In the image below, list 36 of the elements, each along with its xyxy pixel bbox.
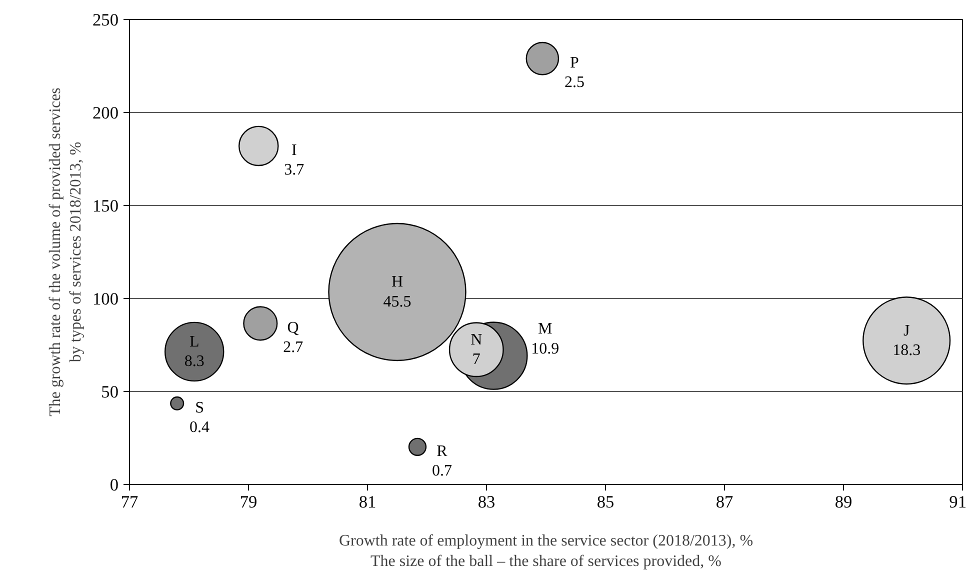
y-tick-label: 200	[92, 104, 119, 122]
series-label: R	[436, 442, 448, 460]
y-tick-label: 50	[101, 382, 118, 402]
series-label: I	[291, 142, 297, 159]
series-label: M	[538, 320, 552, 338]
x-tick-label: 79	[240, 492, 258, 512]
series-label: L	[189, 333, 200, 350]
x-tick-label: 89	[834, 492, 852, 512]
data-label: 0.4	[190, 418, 210, 436]
data-label: 3.7	[284, 162, 304, 179]
data-label: 2.5	[564, 74, 584, 92]
x-tick-label: 91	[949, 492, 966, 512]
series-label: H	[391, 274, 404, 291]
y-tick-label: 250	[92, 10, 119, 30]
series-label: J	[903, 322, 910, 340]
data-label: 7	[472, 350, 480, 368]
x-tick-label: 83	[478, 492, 496, 512]
y-tick-label: 150	[92, 196, 119, 216]
y-tick-label: 100	[92, 290, 119, 308]
data-label: 10.9	[531, 340, 560, 358]
data-label: 2.7	[283, 338, 304, 356]
series-label: N	[470, 331, 483, 348]
series-label: S	[195, 399, 204, 416]
y-axis-title: The growth rate of the volume of provided services by types of services 2018/2013, %	[47, 88, 85, 416]
series-label: P	[570, 54, 580, 72]
x-tick-label: 77	[120, 492, 138, 512]
y-tick-label: 0	[110, 476, 119, 494]
data-label: 0.7	[432, 462, 452, 480]
x-tick-label: 85	[596, 492, 614, 512]
x-tick-label: 81	[358, 492, 376, 512]
data-label: 18.3	[892, 342, 921, 359]
x-tick-label: 87	[716, 492, 734, 512]
x-axis-title: Growth rate of employment in the service sector (2018/2013), % The size of the ball – the share of services provided, %	[338, 532, 754, 570]
series-label: Q	[287, 319, 300, 336]
data-label: 8.3	[184, 352, 204, 370]
data-label: 45.5	[383, 293, 412, 310]
